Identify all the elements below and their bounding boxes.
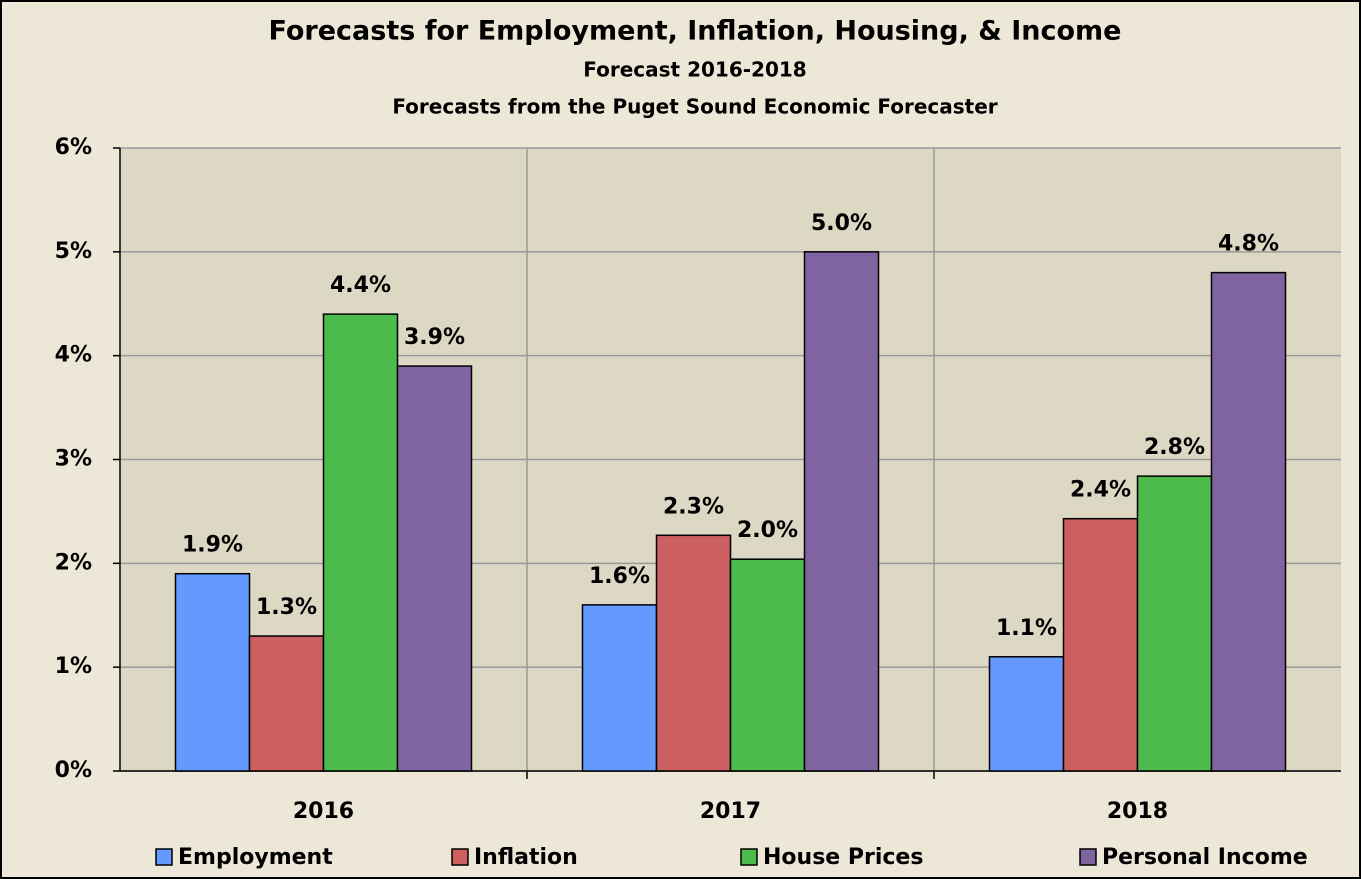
bar xyxy=(1136,475,1213,772)
bar xyxy=(1210,271,1287,772)
data-label: 2.8% xyxy=(1144,435,1205,460)
data-label: 2.4% xyxy=(1070,478,1131,503)
bar xyxy=(655,534,732,772)
data-label: 1.6% xyxy=(589,564,650,589)
bar xyxy=(803,251,880,772)
bar xyxy=(248,635,325,772)
legend-label: Employment xyxy=(178,845,333,870)
legend-label: Inflation xyxy=(474,845,578,870)
bar xyxy=(322,313,399,772)
legend-swatch xyxy=(740,848,758,866)
bar xyxy=(581,604,658,772)
data-label: 4.4% xyxy=(330,273,391,298)
y-tick-label: 5% xyxy=(55,239,92,264)
data-label: 4.8% xyxy=(1218,232,1279,257)
data-label: 1.9% xyxy=(182,533,243,558)
chart-subtitle: Forecast 2016-2018 xyxy=(583,58,806,82)
data-label: 2.0% xyxy=(737,518,798,543)
plot: 0% 1% 2% 3% 4% 5% 6% 2016 1.9% 1.3% 4.4% 3.9% 2017 1.… xyxy=(55,135,1341,870)
x-tick-label: 2018 xyxy=(1107,799,1168,824)
chart-title: Forecasts for Employment, Inflation, Hou… xyxy=(269,16,1122,47)
bar xyxy=(1062,517,1139,772)
x-tick-label: 2016 xyxy=(293,799,354,824)
legend-label: House Prices xyxy=(763,845,923,870)
data-label: 3.9% xyxy=(404,325,465,350)
y-tick-label: 3% xyxy=(55,447,92,472)
data-label: 1.3% xyxy=(256,595,317,620)
bar xyxy=(988,656,1065,772)
legend-label: Personal Income xyxy=(1102,845,1308,870)
data-label: 2.3% xyxy=(663,494,724,519)
legend-swatch xyxy=(451,848,469,866)
y-tick-label: 6% xyxy=(55,135,92,160)
y-tick-label: 0% xyxy=(55,758,92,783)
legend-swatch xyxy=(155,848,173,866)
y-tick-label: 4% xyxy=(55,343,92,368)
y-tick-label: 1% xyxy=(55,654,92,679)
data-label: 1.1% xyxy=(996,616,1057,641)
chart-caption: Forecasts from the Puget Sound Economic … xyxy=(392,95,997,119)
bar xyxy=(729,558,806,772)
bar xyxy=(396,365,473,772)
data-label: 5.0% xyxy=(811,211,872,236)
y-tick-label: 2% xyxy=(55,550,92,575)
x-tick-label: 2017 xyxy=(700,799,761,824)
legend-swatch xyxy=(1079,848,1097,866)
bar xyxy=(174,572,251,772)
